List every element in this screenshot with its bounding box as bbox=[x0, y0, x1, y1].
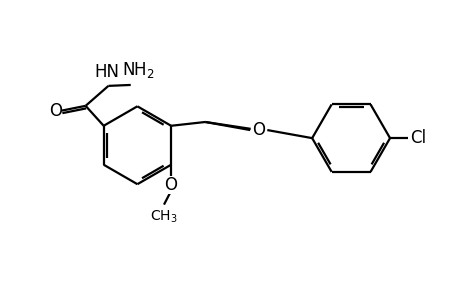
Text: HN: HN bbox=[94, 63, 119, 81]
Text: O: O bbox=[164, 176, 177, 194]
Text: NH$_2$: NH$_2$ bbox=[122, 60, 155, 80]
Text: O: O bbox=[49, 102, 62, 120]
Text: Cl: Cl bbox=[409, 129, 425, 147]
Text: O: O bbox=[252, 121, 265, 139]
Text: CH$_3$: CH$_3$ bbox=[150, 208, 178, 225]
